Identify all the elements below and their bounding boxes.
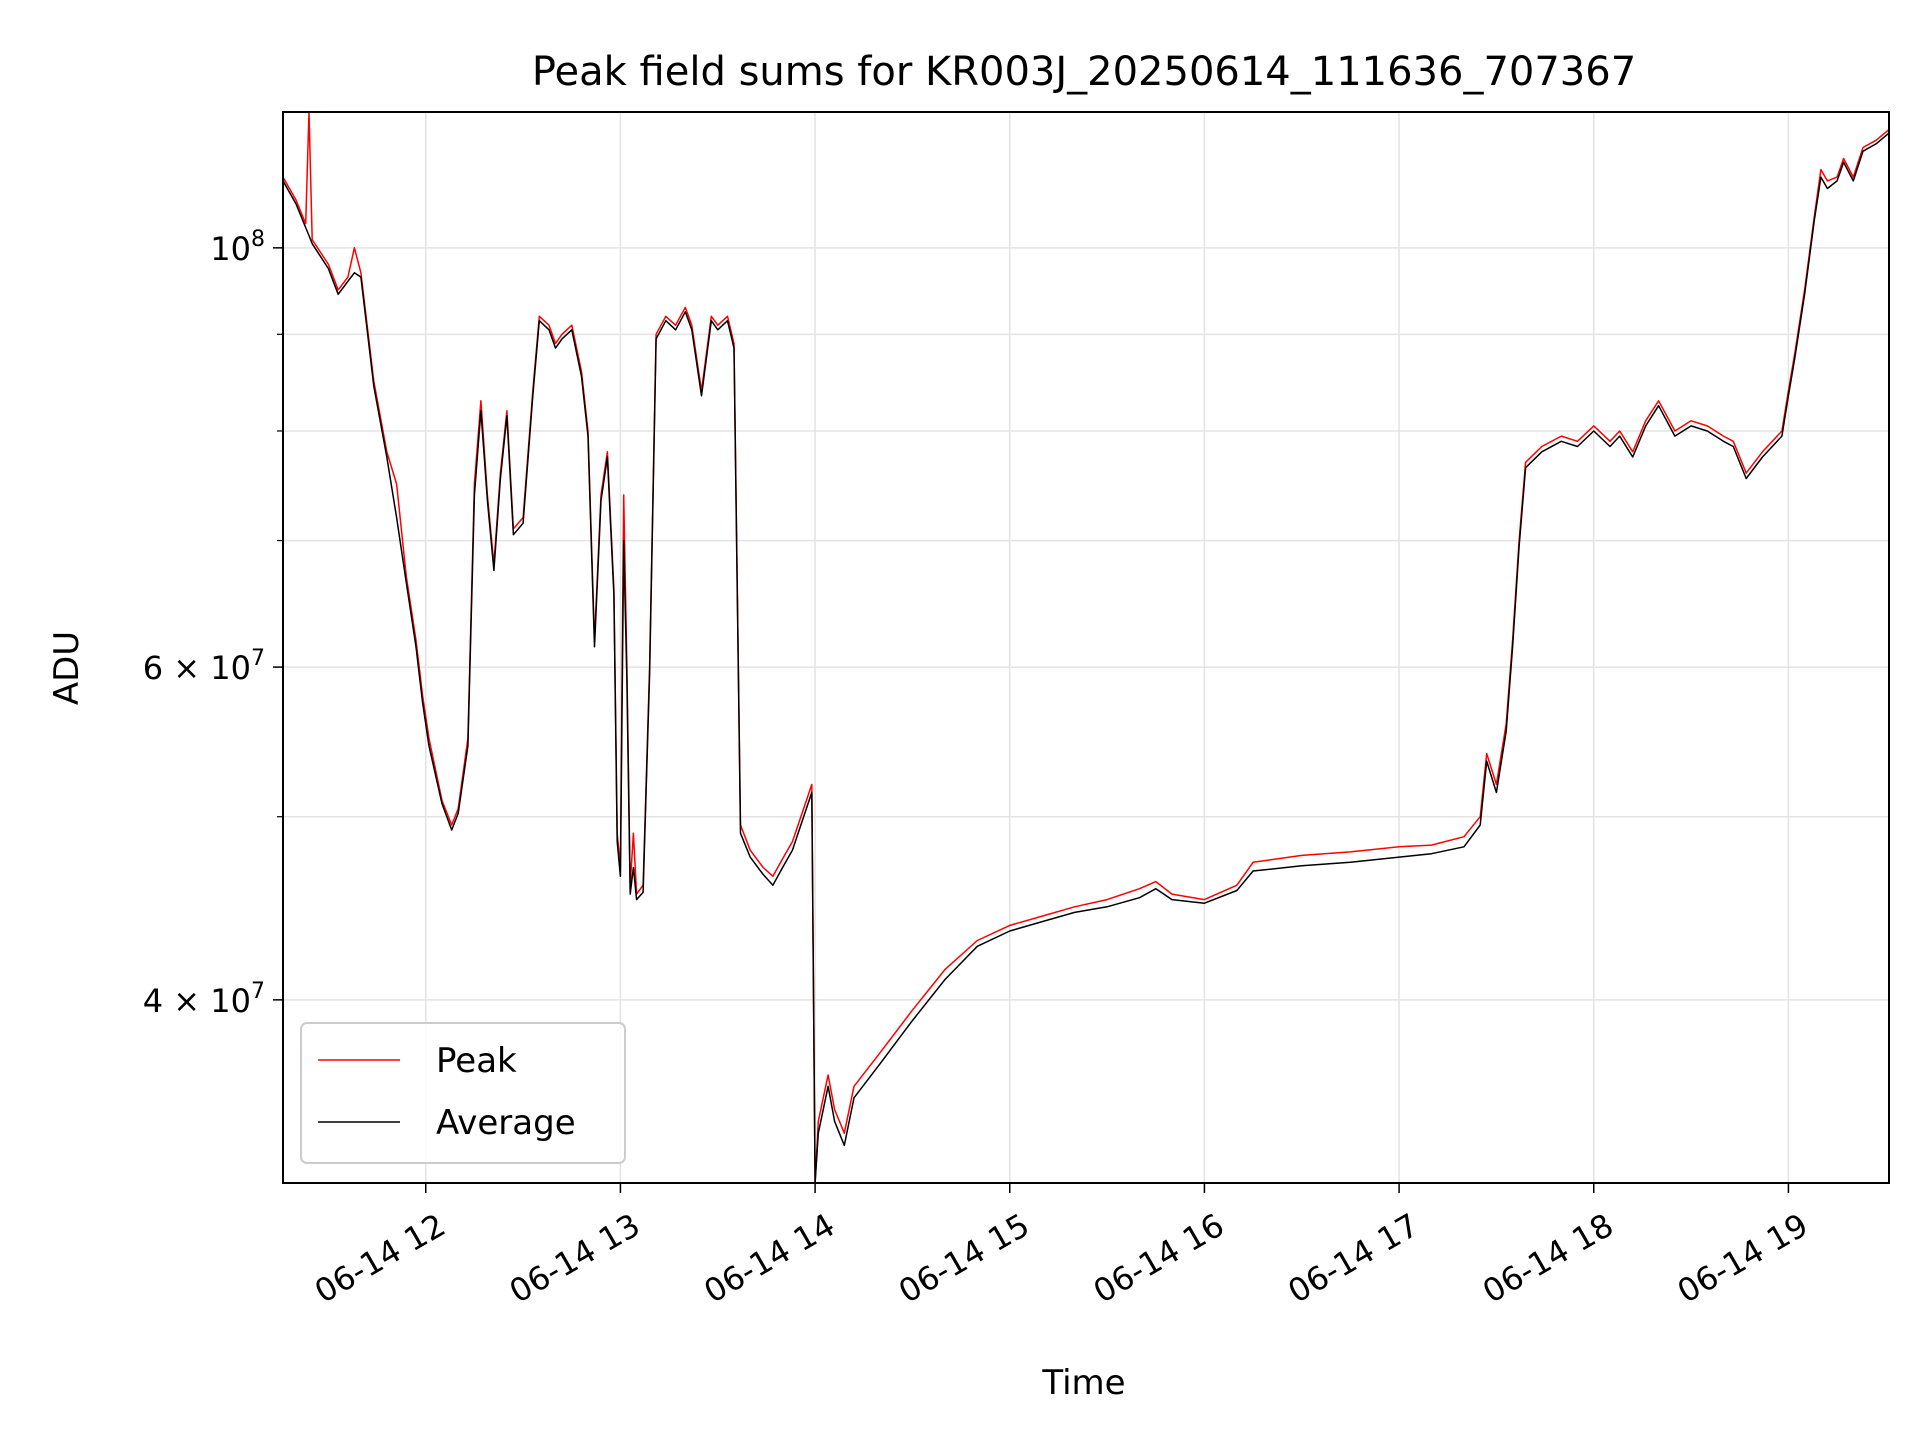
- legend-label-average: Average: [436, 1103, 576, 1143]
- legend: Peak Average: [300, 1022, 626, 1164]
- legend-label-peak: Peak: [436, 1041, 517, 1081]
- y-tick-label: 108: [210, 227, 265, 268]
- grid: [283, 112, 1889, 1183]
- y-axis-label: ADU: [47, 631, 87, 705]
- y-tick-label: 4 × 107: [143, 979, 265, 1020]
- x-axis-label: Time: [1041, 1363, 1125, 1403]
- plot-frame: [282, 111, 1890, 1184]
- series-line-peak: [282, 111, 1890, 1184]
- series-layer: [282, 111, 1890, 1184]
- chart-title: Peak field sums for KR003J_20250614_1116…: [532, 49, 1636, 95]
- legend-box: [300, 1022, 626, 1164]
- y-tick-label: 6 × 107: [143, 646, 265, 687]
- series-line-average: [282, 132, 1890, 1184]
- y-axis: 108 6 × 107 4 × 107: [143, 227, 283, 1020]
